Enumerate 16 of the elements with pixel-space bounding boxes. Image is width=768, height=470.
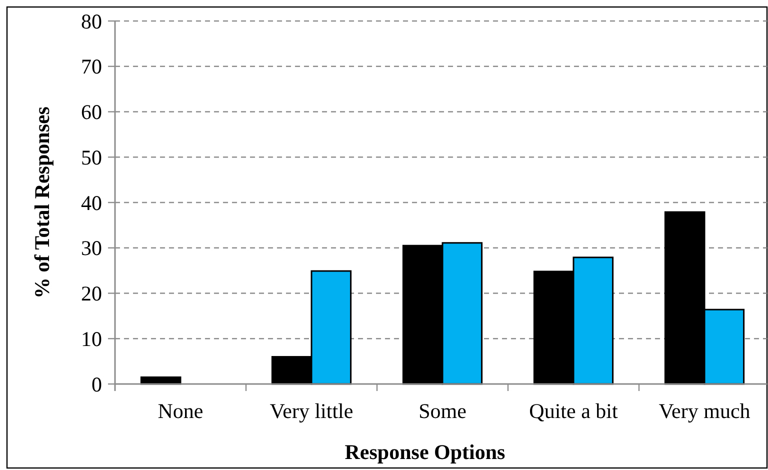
x-tick-label: Very little — [270, 399, 354, 423]
x-tick-label: Quite a bit — [529, 399, 618, 423]
x-tick-label: None — [158, 399, 204, 423]
y-tick-label: 30 — [81, 236, 102, 260]
y-tick-label: 10 — [81, 326, 102, 351]
y-tick-label: 50 — [81, 145, 102, 170]
y-tick-label: 80 — [81, 9, 102, 34]
x-tick-label: Very much — [658, 399, 751, 423]
y-tick-label: 60 — [81, 100, 102, 124]
y-tick-label: 40 — [81, 190, 102, 215]
x-tick-label: Some — [418, 399, 466, 423]
y-tick-label: 0 — [92, 372, 102, 396]
y-axis-title: % of Total Responses — [30, 106, 54, 298]
y-tick-label: 20 — [81, 282, 102, 306]
x-axis-title: Response Options — [344, 440, 506, 464]
y-tick-label: 70 — [81, 54, 102, 79]
